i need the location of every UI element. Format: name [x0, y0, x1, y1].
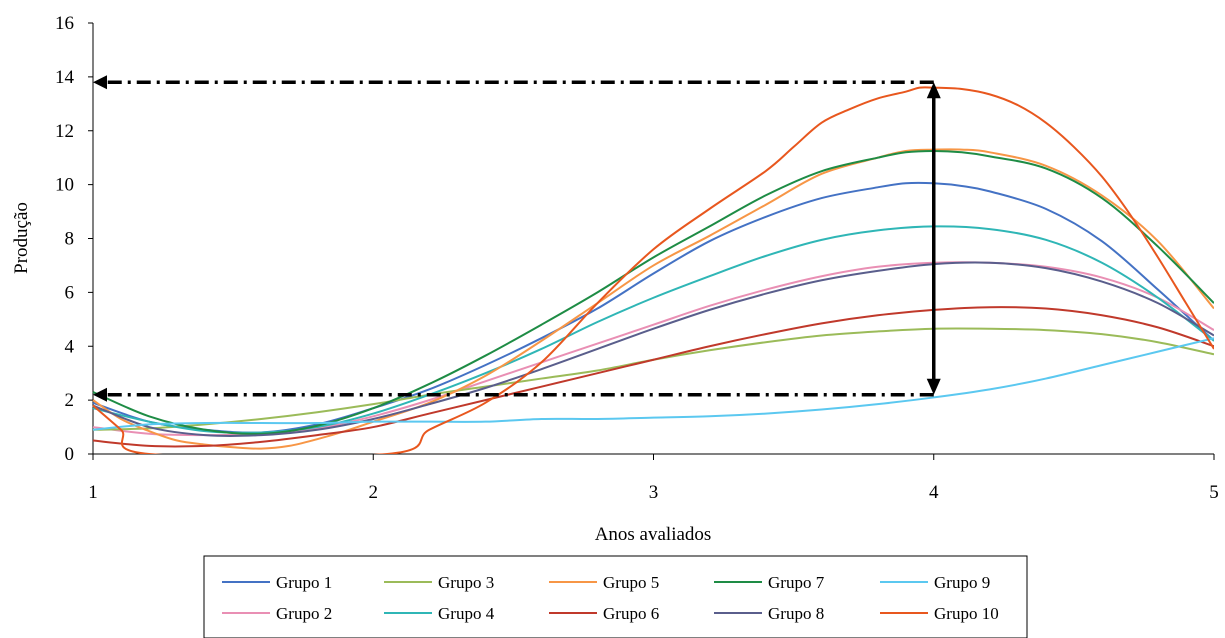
legend-label: Grupo 9 [934, 573, 990, 592]
series-line-grupo-2 [92, 261, 1214, 437]
y-axis-title: Produção [11, 202, 32, 274]
y-tick-label: 16 [55, 13, 74, 34]
series-line-grupo-10 [92, 86, 1214, 454]
series-lines [92, 86, 1214, 454]
legend-label: Grupo 10 [934, 604, 999, 623]
y-tick-label: 8 [65, 229, 75, 250]
x-tick-label: 1 [88, 482, 98, 503]
y-tick-label: 10 [55, 175, 74, 196]
series-line-grupo-5 [92, 148, 1214, 450]
legend-label: Grupo 5 [603, 573, 659, 592]
x-tick-label: 2 [369, 482, 379, 503]
legend-label: Grupo 2 [276, 604, 332, 623]
series-line-grupo-7 [92, 149, 1214, 435]
legend: Grupo 1 Grupo 2 Grupo 3 Grupo 4 Grupo 5 Grupo… [203, 555, 1028, 638]
reference-arrow-head [93, 387, 107, 402]
reference-arrow-head [93, 75, 107, 90]
range-arrow-head-bottom [926, 378, 941, 395]
legend-label: Grupo 1 [276, 573, 332, 592]
x-tick-label: 3 [649, 482, 659, 503]
y-tick-label: 2 [65, 390, 75, 411]
series-line-grupo-1 [92, 181, 1214, 434]
x-axis-title: Anos avaliados [595, 524, 712, 545]
y-tick-label: 6 [65, 282, 75, 303]
y-tick-label: 14 [55, 67, 75, 88]
x-tick-label: 4 [929, 482, 939, 503]
axes [92, 23, 1214, 455]
y-tick-label: 12 [55, 121, 74, 142]
y-tick-label: 0 [65, 444, 75, 465]
y-tick-label: 4 [65, 336, 75, 357]
x-tick-marks: 1 2 3 4 5 [88, 454, 1219, 503]
range-arrow-head-top [926, 82, 941, 99]
y-tick-marks: 0 2 4 6 8 10 12 14 16 [55, 13, 93, 465]
series-line-grupo-6 [92, 306, 1214, 448]
legend-label: Grupo 3 [438, 573, 494, 592]
series-line-grupo-9 [92, 337, 1214, 431]
annotations [93, 75, 941, 402]
legend-box [203, 555, 1028, 638]
series-line-grupo-8 [92, 261, 1214, 437]
legend-label: Grupo 7 [768, 573, 825, 592]
legend-label: Grupo 6 [603, 604, 659, 623]
legend-label: Grupo 8 [768, 604, 824, 623]
x-tick-label: 5 [1209, 482, 1219, 503]
legend-label: Grupo 4 [438, 604, 495, 623]
